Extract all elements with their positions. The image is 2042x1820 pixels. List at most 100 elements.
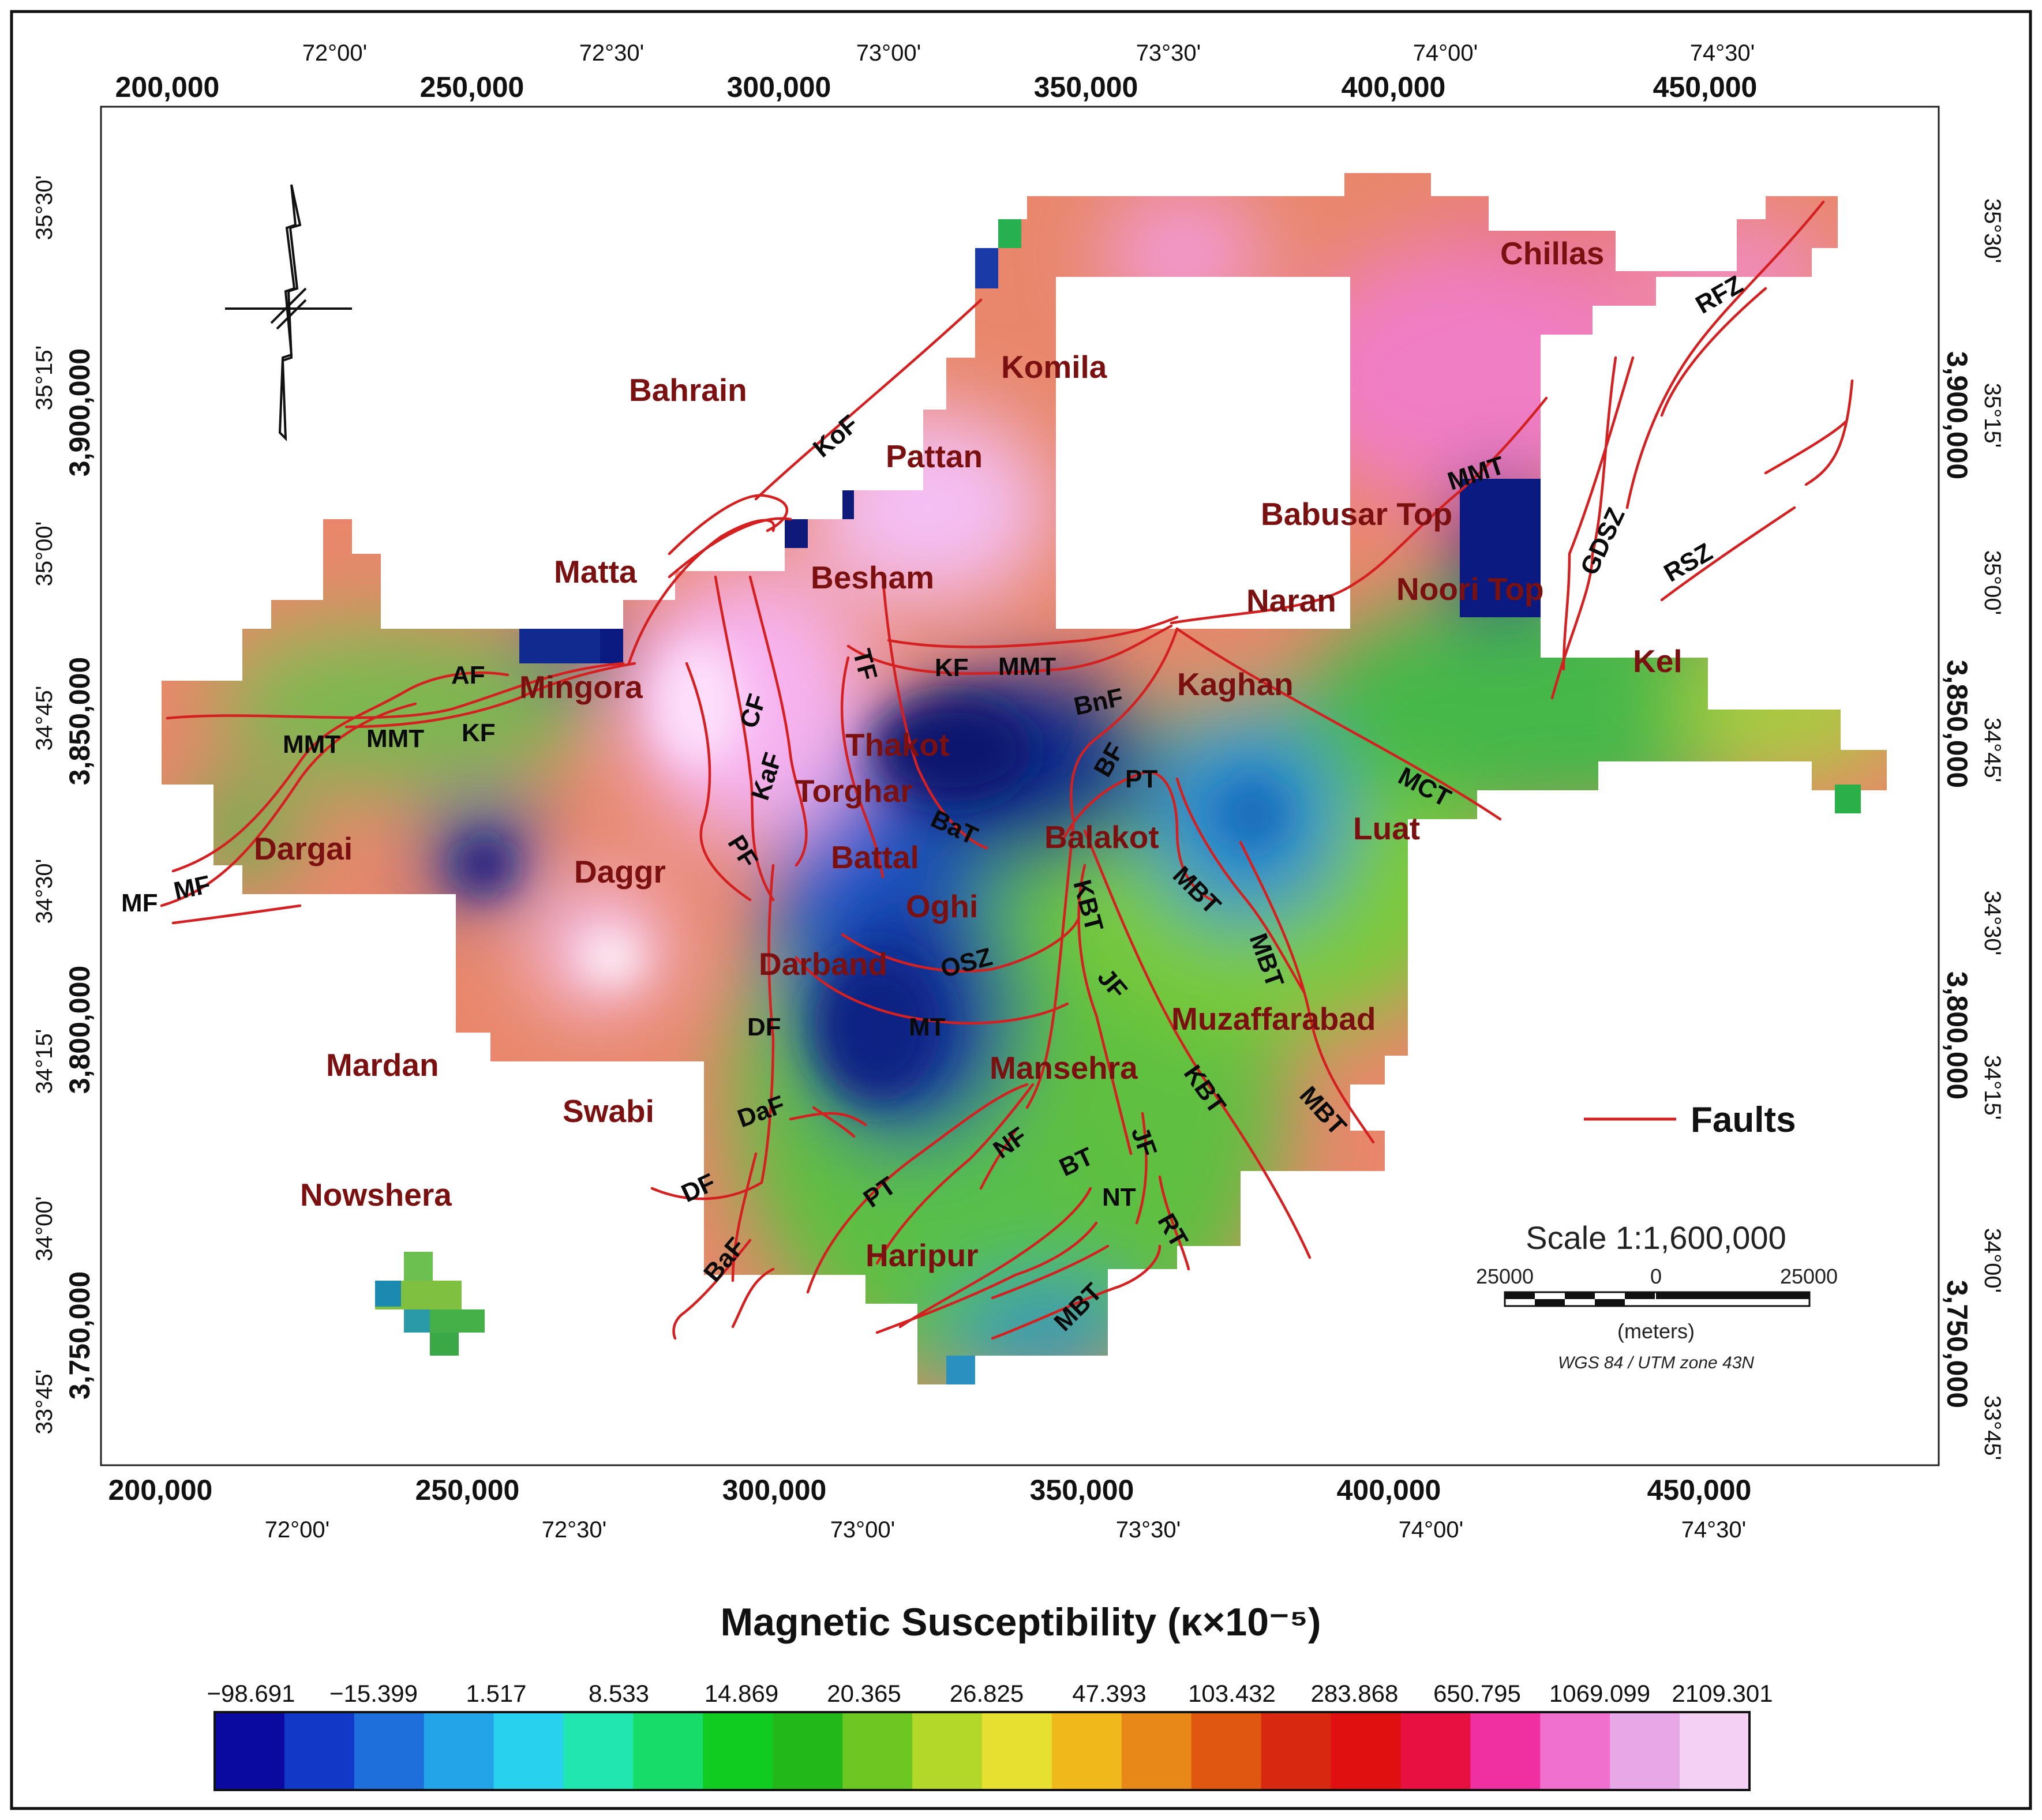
axis-tick-label: 250,000 — [420, 71, 524, 103]
colorbar-swatch — [1121, 1712, 1192, 1790]
colorbar-tick-label: −15.399 — [329, 1680, 418, 1707]
fault-label: MT — [909, 1013, 946, 1041]
colorbar-tick-labels: −98.691 −15.399 1.517 8.533 14.869 20.365 26.8… — [207, 1680, 1773, 1790]
colorbar-swatch — [633, 1712, 703, 1790]
axis-tick-label: 450,000 — [1653, 71, 1758, 103]
colorbar-tick-label: 20.365 — [827, 1680, 901, 1707]
colorbar-tick-label: 103.432 — [1188, 1680, 1276, 1707]
axis-tick-label: 73°30' — [1136, 40, 1201, 66]
town-label: Besham — [811, 560, 934, 595]
axis-tick-label: 34°00' — [1980, 1228, 2005, 1293]
town-label: Dargai — [254, 831, 353, 866]
axis-tick-label: 350,000 — [1030, 1474, 1134, 1506]
axis-tick-label: 3,750,000 — [1941, 1280, 1973, 1408]
axis-tick-label: 74°30' — [1681, 1517, 1747, 1543]
fault-label: MMT — [366, 725, 424, 753]
fault-label: MMT — [283, 730, 340, 759]
colorbar-swatch — [493, 1712, 564, 1790]
town-label: Pattan — [886, 438, 983, 474]
axis-tick-label: 35°30' — [1980, 198, 2005, 264]
colorbar-swatch — [773, 1712, 843, 1790]
town-label: Muzaffarabad — [1171, 1001, 1376, 1037]
axis-tick-label: 74°00' — [1399, 1517, 1464, 1543]
axis-tick-label: 35°00' — [32, 521, 57, 587]
axis-tick-label: 34°45' — [1980, 718, 2005, 783]
colorbar-tick-label: 8.533 — [589, 1680, 649, 1707]
colorbar — [215, 1712, 1750, 1790]
colorbar-swatch — [1400, 1712, 1471, 1790]
town-label: Noori Top — [1396, 571, 1544, 607]
town-label: Naran — [1246, 583, 1336, 618]
colorbar-tick-label: 2109.301 — [1672, 1680, 1773, 1707]
axis-tick-label: 200,000 — [108, 1474, 213, 1506]
axis-tick-label: 72°00' — [265, 1517, 330, 1543]
isolated-grid-patch — [375, 785, 1861, 1384]
axis-tick-label: 3,800,000 — [1941, 971, 1973, 1099]
axis-tick-label: 450,000 — [1647, 1474, 1752, 1506]
town-label: Chillas — [1500, 235, 1604, 271]
axis-tick-label: 3,750,000 — [63, 1271, 96, 1399]
faults-legend: Faults — [1584, 1100, 1796, 1140]
scale-bar: Scale 1:1,600,000 25000 0 25000 (meters)… — [1476, 1219, 1838, 1372]
town-label: Mardan — [326, 1047, 439, 1083]
town-label: Bahrain — [629, 372, 747, 408]
town-label: Kaghan — [1177, 666, 1294, 702]
town-label: Matta — [554, 554, 637, 590]
colorbar-swatch — [1191, 1712, 1262, 1790]
town-label: Swabi — [563, 1093, 654, 1129]
axis-tick-label: 73°00' — [856, 40, 921, 66]
axis-tick-label: 34°30' — [32, 859, 57, 924]
axis-tick-label: 3,900,000 — [1941, 351, 1973, 479]
colorbar-swatch — [1540, 1712, 1610, 1790]
right-axis: 35°30' 35°15' 35°00' 34°45' 34°30' 34°15… — [1941, 198, 2005, 1461]
fault-label: PT — [1125, 765, 1157, 793]
axis-tick-label: 35°30' — [32, 175, 57, 241]
north-arrow-icon — [225, 184, 352, 442]
axis-tick-label: 34°30' — [1980, 891, 2005, 956]
scale-title: Scale 1:1,600,000 — [1526, 1219, 1786, 1256]
colorbar-tick-label: 1.517 — [466, 1680, 526, 1707]
town-label: Nowshera — [300, 1177, 452, 1213]
town-label: Komila — [1001, 349, 1107, 385]
town-label: Battal — [831, 839, 919, 875]
colorbar-swatch — [1051, 1712, 1122, 1790]
axis-tick-label: 34°00' — [32, 1196, 57, 1262]
colorbar-swatch — [1331, 1712, 1401, 1790]
town-label: Babusar Top — [1261, 496, 1452, 532]
axis-tick-label: 35°15' — [32, 346, 57, 411]
fault-label: AF — [451, 661, 485, 689]
axis-tick-label: 3,900,000 — [63, 348, 96, 476]
colorbar-tick-label: 283.868 — [1311, 1680, 1399, 1707]
fault-label: DF — [747, 1013, 781, 1041]
colorbar-tick-label: 26.825 — [950, 1680, 1024, 1707]
scale-projection: WGS 84 / UTM zone 43N — [1558, 1353, 1754, 1372]
axis-tick-label: 34°15' — [1980, 1055, 2005, 1120]
axis-tick-label: 33°45' — [1980, 1395, 2005, 1461]
scale-left-label: 25000 — [1476, 1264, 1534, 1288]
axis-tick-label: 3,850,000 — [63, 657, 96, 785]
town-label: Mansehra — [990, 1050, 1138, 1086]
town-label: Luat — [1353, 810, 1420, 846]
bottom-axis: 200,000 250,000 300,000 350,000 400,000 … — [108, 1474, 1752, 1543]
fault-lines — [160, 200, 1854, 1340]
scale-unit: (meters) — [1617, 1319, 1695, 1343]
faults-legend-label: Faults — [1691, 1100, 1796, 1140]
town-label: Kel — [1633, 643, 1683, 679]
fault-label: KF — [935, 654, 969, 682]
scale-right-label: 25000 — [1780, 1264, 1838, 1288]
colorbar-swatch — [424, 1712, 494, 1790]
axis-tick-label: 72°30' — [542, 1517, 607, 1543]
colorbar-title: Magnetic Susceptibility (κ×10⁻⁵) — [721, 1600, 1321, 1644]
town-label: Haripur — [865, 1237, 979, 1273]
fault-label: NT — [1102, 1183, 1136, 1211]
scale-center-label: 0 — [1650, 1264, 1662, 1288]
town-label: Balakot — [1044, 819, 1159, 855]
town-labels: Chillas Komila Bahrain Pattan Babusar To… — [254, 235, 1683, 1273]
colorbar-swatch — [1680, 1712, 1750, 1790]
axis-tick-label: 34°45' — [32, 686, 57, 751]
colorbar-tick-label: 650.795 — [1433, 1680, 1521, 1707]
colorbar-tick-label: 14.869 — [705, 1680, 778, 1707]
axis-tick-label: 400,000 — [1337, 1474, 1441, 1506]
axis-tick-label: 3,800,000 — [63, 966, 96, 1094]
